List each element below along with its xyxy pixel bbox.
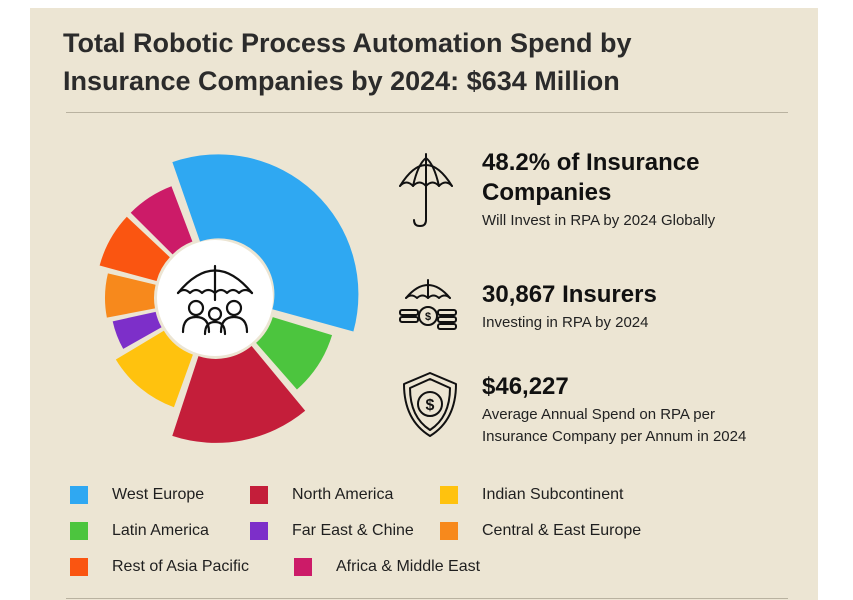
legend-item-africa-middle-east: Africa & Middle East	[294, 558, 480, 576]
umbrella-icon	[399, 153, 453, 227]
stat-2-caption: Investing in RPA by 2024	[482, 314, 649, 331]
infographic-card: Total Robotic Process Automation Spend b…	[30, 8, 818, 600]
stat-average-spend: $46,227 Average Annual Spend on RPA per …	[482, 372, 746, 448]
legend-item-indian-subcontinent: Indian Subcontinent	[440, 486, 623, 504]
legend-swatch	[70, 486, 88, 504]
legend-swatch	[70, 558, 88, 576]
legend-swatch	[440, 486, 458, 504]
family-under-umbrella-icon	[176, 264, 254, 336]
legend-swatch	[294, 558, 312, 576]
stat-2-value: 30,867 Insurers	[482, 281, 657, 308]
legend-label: Far East & Chine	[292, 522, 414, 539]
pie-slice-indian-subcontinent	[115, 330, 193, 408]
title-line-1: Total Robotic Process Automation Spend b…	[63, 28, 632, 58]
top-divider	[66, 112, 788, 113]
legend-item-far-east-chine: Far East & Chine	[250, 522, 414, 540]
legend-label: Africa & Middle East	[336, 558, 481, 575]
legend-label: Indian Subcontinent	[482, 486, 624, 503]
stat-insurers-count: 30,867 Insurers Investing in RPA by 2024	[482, 280, 657, 334]
legend-label: Latin America	[112, 522, 209, 539]
chart-legend: West Europe North America Indian Subcont…	[70, 486, 810, 586]
stat-insurance-share: 48.2% of Insurance Companies Will Invest…	[482, 148, 715, 232]
stat-3-caption-line-2: Insurance Company per Annum in 2024	[482, 428, 747, 445]
stat-1-caption: Will Invest in RPA by 2024 Globally	[482, 212, 716, 229]
stat-1-value: 48.2% of Insurance	[482, 149, 700, 176]
legend-swatch	[440, 522, 458, 540]
pie-slice-west-europe	[172, 154, 359, 332]
stat-1-value-cont: Companies	[482, 179, 612, 206]
pie-chart	[99, 154, 359, 443]
legend-label: Central & East Europe	[482, 522, 642, 539]
pie-slice-africa-middle-east	[130, 186, 193, 255]
svg-text:$: $	[426, 397, 435, 414]
legend-item-latin-america: Latin America	[70, 522, 209, 540]
stat-3-caption-line-1: Average Annual Spend on RPA per	[482, 406, 715, 423]
legend-label: North America	[292, 486, 394, 503]
pie-slice-latin-america	[256, 317, 333, 390]
umbrella-coins-icon: $	[399, 279, 457, 330]
legend-item-rest-of-asia-pacific: Rest of Asia Pacific	[70, 558, 249, 576]
pie-slice-north-america	[172, 346, 306, 443]
pie-slice-far-east-chine	[112, 311, 162, 349]
shield-dollar-icon: $	[403, 372, 457, 437]
title-line-2: Insurance Companies by 2024: $634 Millio…	[63, 66, 620, 96]
chart-title: Total Robotic Process Automation Spend b…	[63, 24, 803, 100]
legend-swatch	[250, 486, 268, 504]
legend-label: Rest of Asia Pacific	[112, 558, 249, 575]
legend-swatch	[250, 522, 268, 540]
legend-item-north-america: North America	[250, 486, 393, 504]
pie-slice-central-east-europe	[105, 273, 156, 318]
svg-text:$: $	[425, 311, 431, 323]
legend-label: West Europe	[112, 486, 205, 503]
legend-swatch	[70, 522, 88, 540]
bottom-divider	[66, 598, 788, 599]
legend-item-central-east-europe: Central & East Europe	[440, 522, 641, 540]
pie-slices	[99, 154, 359, 443]
stat-3-value: $46,227	[482, 373, 569, 400]
pie-slice-rest-of-asia-pacific	[99, 216, 170, 281]
legend-item-west-europe: West Europe	[70, 486, 204, 504]
